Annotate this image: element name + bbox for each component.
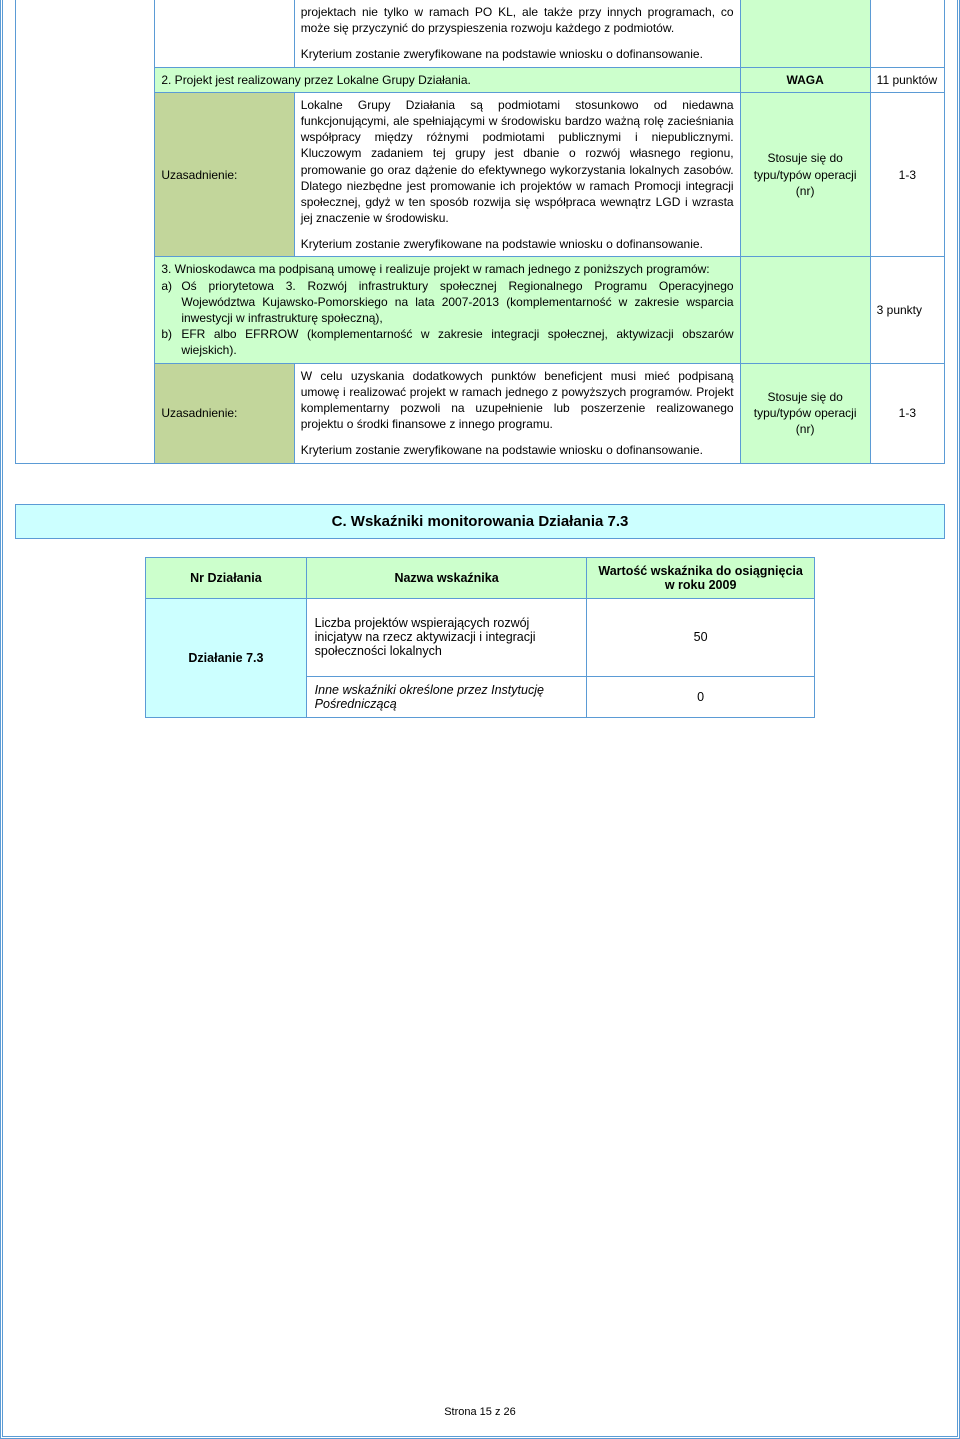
criterion-title: 3. Wnioskodawca ma podpisaną umowę i rea… [155, 257, 740, 363]
range-value: 1-3 [870, 92, 944, 257]
uzasadnienie-text: Lokalne Grupy Działania są podmiotami st… [294, 92, 740, 257]
applies-to: Stosuje się do typu/typów operacji (nr) [740, 363, 870, 463]
paragraph: Kryterium zostanie zweryfikowane na pods… [301, 46, 734, 62]
section-c-title: C. Wskaźniki monitorowania Działania 7.3 [16, 504, 945, 538]
page-footer: Strona 15 z 26 [3, 1406, 957, 1418]
criteria-table: projektach nie tylko w ramach PO KL, ale… [15, 0, 945, 464]
blank-cell [740, 0, 870, 67]
blank-cell [16, 0, 155, 67]
uzasadnienie-label: Uzasadnienie: [155, 92, 294, 257]
col-header-wartosc: Wartość wskaźnika do osiągnięcia w roku … [587, 557, 814, 598]
blank-cell [740, 257, 870, 363]
criterion-text: projektach nie tylko w ramach PO KL, ale… [294, 0, 740, 67]
paragraph: Lokalne Grupy Działania są podmiotami st… [301, 97, 734, 227]
indicator-value: 0 [587, 676, 814, 717]
blank-cell [16, 257, 155, 363]
paragraph: 3. Wnioskodawca ma podpisaną umowę i rea… [161, 261, 733, 277]
indicator-name: Liczba projektów wspierających rozwój in… [306, 598, 587, 676]
list-item: Oś priorytetowa 3. Rozwój infrastruktury… [181, 278, 733, 327]
indicator-value: 50 [587, 598, 814, 676]
blank-cell [16, 363, 155, 463]
paragraph: W celu uzyskania dodatkowych punktów ben… [301, 368, 734, 433]
uzasadnienie-label: Uzasadnienie: [155, 363, 294, 463]
paragraph: Kryterium zostanie zweryfikowane na pods… [301, 442, 734, 458]
blank-cell [870, 0, 944, 67]
sub-list: a) Oś priorytetowa 3. Rozwój infrastrukt… [161, 278, 733, 359]
list-marker: a) [161, 278, 181, 327]
blank-cell [16, 92, 155, 257]
section-c-header: C. Wskaźniki monitorowania Działania 7.3 [15, 504, 945, 539]
col-header-nr: Nr Działania [146, 557, 306, 598]
applies-to: Stosuje się do typu/typów operacji (nr) [740, 92, 870, 257]
waga-label: WAGA [740, 67, 870, 92]
indicator-name: Inne wskaźniki określone przez Instytucj… [306, 676, 587, 717]
indicators-table: Nr Działania Nazwa wskaźnika Wartość wsk… [145, 557, 815, 718]
list-marker: b) [161, 326, 181, 358]
paragraph: projektach nie tylko w ramach PO KL, ale… [301, 4, 734, 36]
points-value: 3 punkty [870, 257, 944, 363]
blank-cell [155, 0, 294, 67]
uzasadnienie-text: W celu uzyskania dodatkowych punktów ben… [294, 363, 740, 463]
range-value: 1-3 [870, 363, 944, 463]
criterion-title: 2. Projekt jest realizowany przez Lokaln… [155, 67, 740, 92]
list-item: EFR albo EFRROW (komplementarność w zakr… [181, 326, 733, 358]
row-dzialanie: Działanie 7.3 [146, 598, 306, 717]
col-header-nazwa: Nazwa wskaźnika [306, 557, 587, 598]
points-value: 11 punktów [870, 67, 944, 92]
blank-cell [16, 67, 155, 92]
paragraph: Kryterium zostanie zweryfikowane na pods… [301, 236, 734, 252]
